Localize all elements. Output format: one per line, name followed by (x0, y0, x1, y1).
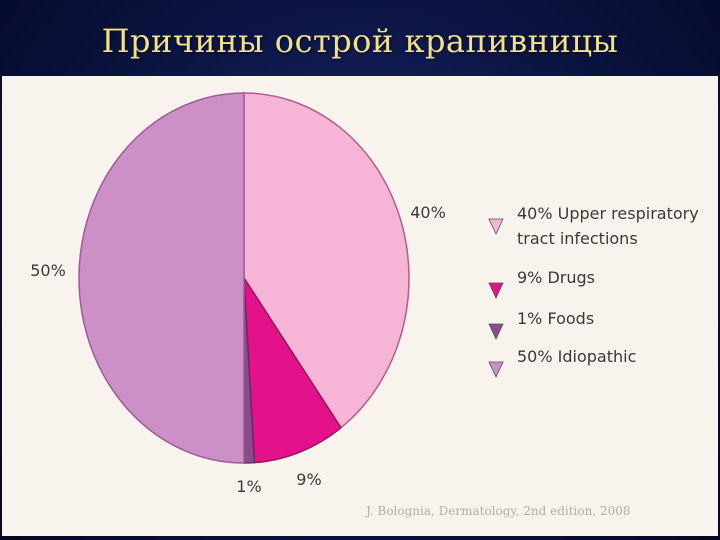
value-label-foods: 1% (236, 477, 261, 496)
legend-marker-icon (488, 282, 504, 299)
source-citation: J. Bolognia, Dermatology, 2nd edition, 2… (366, 504, 631, 518)
legend-label: 40% Upper respiratory (517, 204, 699, 223)
legend-marker-icon (488, 218, 504, 235)
pie-slices (78, 92, 410, 464)
pie-slice-upper-respiratory-tract-infections (243, 92, 410, 429)
pie-slice-drugs (243, 275, 342, 464)
slide-title: Причины острой крапивницы (101, 22, 619, 60)
legend: 40% Upper respiratory tract infections 9% … (488, 204, 699, 378)
value-label-upper-respiratory-tract-infections: 40% (410, 203, 446, 222)
value-label-drugs: 9% (296, 470, 321, 489)
value-labels: 40% 9% 1% 50% (30, 203, 446, 496)
legend-label: tract infections (517, 229, 638, 248)
pie-slice-idiopathic (78, 92, 245, 464)
legend-marker-icon (488, 361, 504, 378)
legend-marker-icon (488, 323, 504, 340)
legend-label: 1% Foods (517, 309, 594, 328)
legend-label: 9% Drugs (517, 268, 595, 287)
value-label-idiopathic: 50% (30, 261, 66, 280)
legend-label: 50% Idiopathic (517, 347, 636, 366)
